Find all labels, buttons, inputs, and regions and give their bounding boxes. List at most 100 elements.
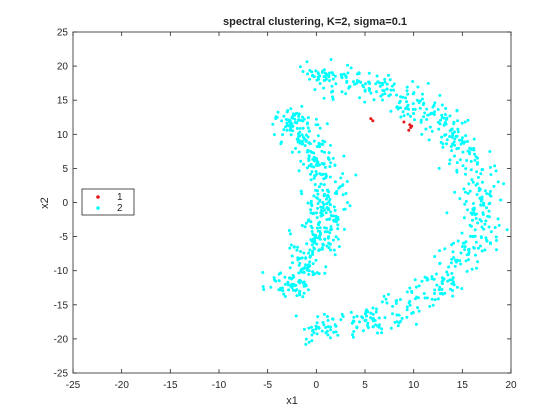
data-point-series-2	[447, 265, 451, 269]
data-point-series-2	[413, 118, 416, 122]
data-point-series-2	[426, 278, 430, 282]
data-point-series-2	[316, 206, 319, 210]
data-point-series-2	[473, 234, 477, 238]
data-point-series-2	[428, 125, 432, 129]
data-point-series-2	[495, 239, 498, 242]
data-point-series-2	[456, 130, 460, 134]
data-point-series-2	[333, 180, 337, 184]
data-point-series-2	[438, 285, 442, 289]
data-point-series-2	[322, 75, 326, 79]
data-point-series-2	[480, 249, 484, 253]
data-point-series-2	[450, 127, 454, 131]
data-point-series-2	[321, 213, 325, 217]
data-point-series-2	[302, 271, 306, 274]
data-point-series-2	[469, 159, 473, 163]
data-point-series-2	[493, 164, 497, 168]
data-point-series-2	[381, 89, 385, 92]
data-point-series-2	[400, 316, 404, 320]
data-point-series-2	[472, 246, 476, 249]
data-point-series-2	[426, 113, 430, 117]
data-point-series-2	[292, 245, 296, 249]
data-point-series-2	[405, 290, 409, 294]
data-point-series-2	[314, 123, 318, 127]
data-point-series-2	[336, 237, 340, 241]
data-point-series-2	[261, 271, 265, 274]
data-point-series-2	[502, 182, 506, 186]
data-point-series-2	[426, 81, 430, 85]
x-tick-label: 15	[457, 380, 469, 391]
data-point-series-2	[329, 143, 332, 147]
data-point-series-2	[420, 132, 424, 136]
data-point-series-2	[419, 120, 423, 124]
data-point-series-2	[361, 329, 365, 333]
data-point-series-2	[394, 302, 398, 305]
data-point-series-2	[288, 266, 292, 270]
data-point-series-2	[479, 172, 483, 176]
data-point-series-2	[314, 327, 318, 331]
data-point-series-2	[439, 118, 443, 122]
data-point-series-2	[323, 230, 327, 234]
data-point-series-2	[308, 260, 312, 264]
data-point-series-2	[351, 333, 354, 337]
data-point-series-2	[445, 211, 449, 215]
data-point-series-2	[289, 107, 293, 111]
data-point-series-2	[453, 154, 456, 158]
y-tick-label: -20	[54, 334, 69, 345]
data-point-series-2	[465, 253, 469, 257]
data-point-series-2	[410, 311, 414, 315]
data-point-series-2	[343, 227, 346, 231]
data-point-series-2	[458, 259, 462, 263]
data-point-series-2	[479, 199, 483, 203]
data-point-series-2	[448, 162, 451, 166]
data-point-series-2	[392, 82, 396, 86]
data-point-series-2	[453, 264, 457, 268]
data-point-series-2	[303, 144, 307, 148]
data-point-series-2	[341, 193, 345, 197]
data-point-series-2	[405, 305, 409, 309]
data-point-series-2	[466, 191, 470, 195]
data-point-series-2	[411, 80, 415, 83]
data-point-series-2	[297, 112, 301, 116]
data-point-series-2	[312, 194, 316, 198]
data-point-series-2	[321, 205, 325, 209]
data-point-series-2	[441, 292, 445, 296]
data-point-series-2	[384, 297, 388, 301]
data-point-series-2	[470, 267, 474, 271]
data-point-series-2	[450, 135, 454, 139]
data-point-series-2	[405, 85, 409, 89]
data-point-series-2	[337, 245, 341, 249]
data-point-series-2	[309, 224, 313, 228]
data-point-series-2	[383, 80, 387, 84]
data-point-series-2	[482, 227, 486, 231]
data-point-series-2	[315, 78, 319, 82]
data-point-series-2	[309, 325, 313, 329]
data-point-series-1	[410, 124, 414, 128]
data-point-series-2	[476, 260, 480, 264]
data-point-series-2	[450, 149, 454, 153]
data-point-series-2	[398, 298, 402, 301]
legend-marker-series-2	[96, 206, 100, 210]
data-point-series-2	[345, 79, 349, 83]
data-point-series-2	[332, 248, 336, 252]
data-point-series-2	[331, 97, 335, 101]
data-point-series-2	[392, 88, 396, 92]
data-point-series-2	[344, 92, 348, 96]
legend: 1 2	[81, 188, 135, 216]
data-point-series-2	[440, 135, 444, 139]
data-point-series-2	[378, 81, 382, 85]
data-point-series-2	[438, 261, 442, 265]
data-point-series-2	[467, 250, 471, 254]
y-tick-label: -15	[54, 300, 69, 311]
data-point-series-2	[312, 233, 315, 237]
data-point-series-2	[304, 342, 308, 346]
data-point-series-2	[489, 194, 493, 198]
data-point-series-2	[443, 247, 447, 251]
data-point-series-2	[332, 205, 336, 209]
data-point-series-2	[295, 126, 299, 130]
data-point-series-2	[464, 190, 467, 194]
data-point-series-2	[459, 262, 463, 266]
data-point-series-2	[483, 248, 487, 252]
data-point-series-2	[390, 84, 394, 88]
data-point-series-2	[286, 283, 290, 287]
legend-label-series-2: 2	[117, 203, 123, 214]
